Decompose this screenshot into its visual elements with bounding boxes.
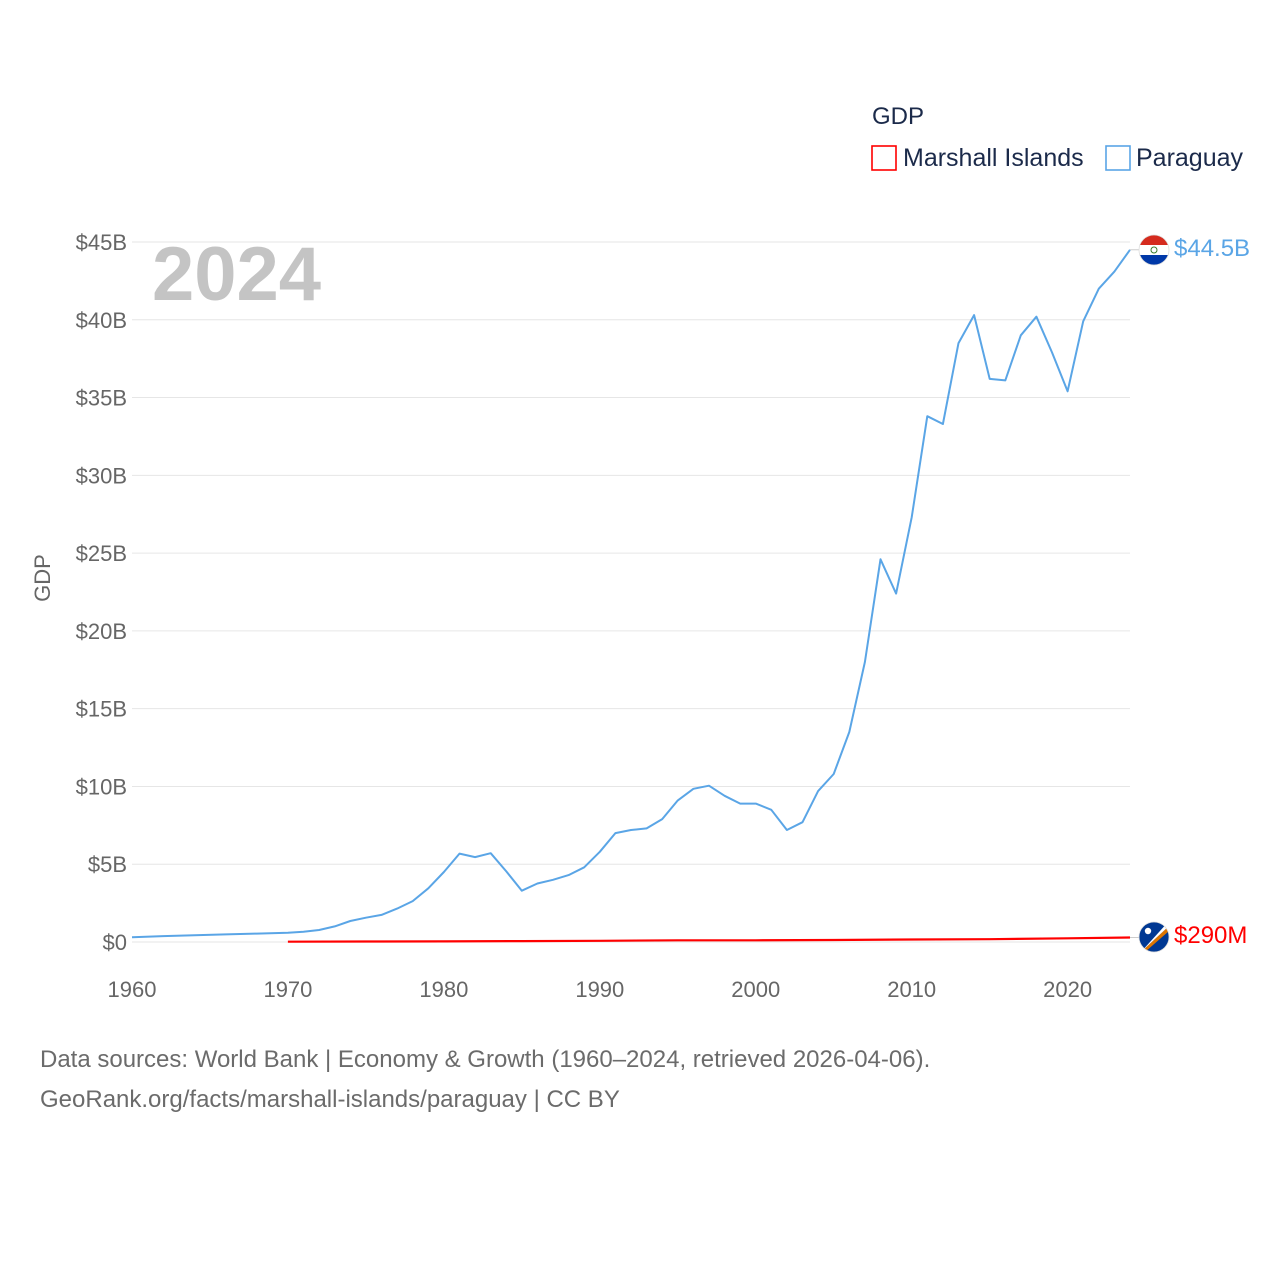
y-tick-label: $15B: [76, 697, 127, 722]
y-tick-label: $0: [103, 930, 127, 955]
legend-entry-paraguay[interactable]: Paraguay: [1105, 144, 1244, 172]
legend: GDP Marshall Islands Paraguay: [871, 103, 1244, 172]
legend-label-marshall-islands: Marshall Islands: [903, 144, 1084, 172]
legend-entry-marshall-islands[interactable]: Marshall Islands: [871, 144, 1084, 172]
x-tick-label: 1970: [263, 977, 312, 1002]
x-tick-label: 1960: [108, 977, 157, 1002]
x-tick-label: 2020: [1043, 977, 1092, 1002]
y-tick-label: $20B: [76, 619, 127, 644]
legend-title: GDP: [872, 103, 924, 130]
x-tick-label: 2010: [887, 977, 936, 1002]
marshall-islands-end-value: $290M: [1174, 922, 1247, 949]
series-line-marshall-islands: [287, 936, 1131, 943]
paraguay-flag-border: [1138, 234, 1170, 266]
x-tick-label: 2000: [731, 977, 780, 1002]
x-tick-label: 1990: [575, 977, 624, 1002]
legend-swatch-paraguay: [1105, 145, 1131, 171]
footer-sources: Data sources: World Bank | Economy & Gro…: [40, 1046, 931, 1073]
legend-label-paraguay: Paraguay: [1136, 144, 1244, 172]
y-tick-label: $5B: [88, 852, 127, 877]
year-label: 2024: [152, 232, 321, 317]
y-axis: $0 $5B $10B $15B $20B $25B $30B $35B $40B $45B: [76, 230, 127, 955]
grid-lines: [132, 241, 1130, 943]
legend-swatch-marshall-islands: [871, 145, 897, 171]
y-tick-label: $10B: [76, 774, 127, 799]
footer: Data sources: World Bank | Economy & Gro…: [40, 1040, 930, 1120]
paraguay-flag-icon: [1139, 235, 1169, 265]
marshall-islands-flag-icon: [1139, 922, 1169, 952]
x-axis: 1960 1970 1980 1990 2000 2010 2020: [108, 977, 1093, 1002]
y-tick-label: $30B: [76, 463, 127, 488]
x-tick-label: 1980: [419, 977, 468, 1002]
footer-link[interactable]: GeoRank.org/facts/marshall-islands/parag…: [40, 1086, 620, 1113]
y-tick-label: $25B: [76, 541, 127, 566]
series-lines: [131, 249, 1139, 943]
y-axis-title: GDP: [30, 554, 55, 602]
y-tick-label: $45B: [76, 230, 127, 255]
y-tick-label: $35B: [76, 386, 127, 411]
marshall-islands-flag-border: [1138, 921, 1170, 953]
paraguay-end-value: $44.5B: [1174, 235, 1250, 262]
y-tick-label: $40B: [76, 308, 127, 333]
series-line-paraguay: [131, 249, 1131, 939]
